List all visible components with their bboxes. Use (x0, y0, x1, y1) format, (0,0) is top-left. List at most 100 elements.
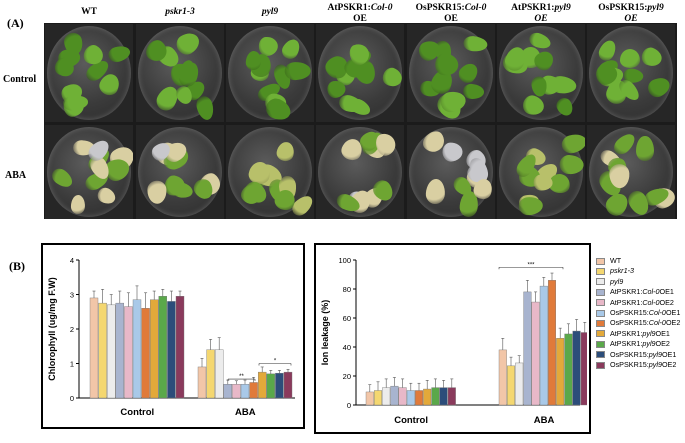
significance-label: ** (239, 374, 244, 380)
bar (498, 349, 507, 406)
y-tick-label: 60 (343, 314, 351, 323)
bar (382, 387, 391, 406)
legend-label: OE1 (665, 307, 681, 317)
bar (124, 306, 133, 399)
row-label-control: Control (3, 74, 37, 85)
y-tick-label: 4 (70, 256, 74, 265)
bar (283, 371, 293, 399)
legend-swatch (596, 330, 605, 338)
bar (257, 371, 267, 399)
column-heading: OsPSKR15:pyl9 OE (586, 3, 676, 25)
legend-label: AtPSKR1: (610, 287, 643, 297)
aba-plate-photo (45, 125, 133, 219)
bar (197, 366, 207, 399)
bar (506, 365, 515, 406)
bar (580, 332, 587, 406)
legend-item: AtPSKR1: pyl9 OE1 (596, 329, 680, 339)
legend-swatch (596, 340, 605, 348)
legend-swatch (596, 361, 605, 369)
bar (398, 387, 407, 406)
bar (539, 285, 548, 406)
column-heading-genotype: pyl9 (554, 3, 571, 13)
legend-item: OsPSKR15: Col-0 OE2 (596, 318, 680, 328)
y-tick-label: 40 (343, 343, 351, 352)
bar (390, 385, 399, 406)
bar (556, 338, 565, 406)
y-tick-label: 100 (338, 256, 351, 265)
bar (523, 291, 532, 406)
bar (223, 383, 233, 399)
significance-label: *** (527, 262, 535, 268)
control-plate-photo (587, 24, 675, 122)
bar (240, 383, 250, 399)
bar (141, 308, 150, 399)
control-plate-photo (316, 24, 404, 122)
bar (406, 390, 415, 406)
aba-plate-photo (136, 125, 224, 219)
column-heading-line1: WT (81, 7, 97, 17)
panel-a-label: (A) (7, 16, 24, 30)
bar (158, 296, 168, 399)
column-heading: WT (44, 7, 134, 18)
legend-item: AtPSKR1: Col-0 OE2 (596, 298, 680, 308)
legend-swatch (596, 288, 605, 296)
legend-label: OE2 (659, 297, 674, 307)
bar (115, 302, 125, 399)
legend-label: OsPSKR15: (610, 349, 649, 359)
bar (149, 299, 159, 399)
bar (132, 299, 142, 399)
legend-label: Col-0 (642, 287, 660, 297)
control-plate-photo (407, 24, 495, 122)
legend-swatch (596, 268, 605, 276)
legend-swatch (596, 299, 605, 307)
legend-item: OsPSKR15: pyl9 OE1 (596, 350, 680, 360)
y-tick-label: 20 (343, 372, 351, 381)
column-heading: AtPSKR1:pyl9 OE (496, 3, 586, 25)
column-heading-genotype: Col-0 (370, 3, 393, 13)
legend-label: OE1 (659, 287, 674, 297)
column-heading-line2: OE (624, 14, 638, 24)
column-heading: pskr1-3 (135, 7, 225, 18)
aba-plate-photo (587, 125, 675, 219)
legend-label: AtPSKR1: (610, 328, 643, 338)
column-heading-line2: OE (534, 14, 548, 24)
y-axis-label: Chlorophyll (ug/mg F.W) (47, 277, 57, 380)
y-tick-label: 0 (347, 401, 351, 410)
legend-label: AtPSKR1: (610, 339, 643, 349)
bar (531, 301, 540, 406)
column-heading-line1: OsPSKR15: (598, 3, 648, 13)
column-heading: pyl9 (225, 7, 315, 18)
legend-swatch (596, 320, 605, 328)
legend-item: WT (596, 256, 680, 266)
bar (266, 373, 276, 399)
bar (167, 301, 176, 399)
bar (431, 387, 440, 406)
control-plate-photo (497, 24, 585, 122)
column-heading: AtPSKR1:Col-0 OE (315, 3, 405, 25)
bar (89, 297, 99, 399)
legend-label: Col-0 (648, 307, 666, 317)
bar (214, 349, 224, 399)
category-label: ABA (235, 407, 256, 418)
control-plate-photo (136, 24, 224, 122)
bar (447, 387, 456, 406)
bar (98, 302, 107, 399)
aba-plate-photo (407, 125, 495, 219)
control-plate-photo (45, 24, 133, 122)
y-tick-label: 3 (70, 291, 74, 300)
legend-item: AtPSKR1: Col-0 OE1 (596, 287, 680, 297)
legend-label: OE1 (661, 349, 677, 359)
bar (547, 280, 556, 406)
y-tick-label: 80 (343, 285, 351, 294)
control-plate-photo (226, 24, 314, 122)
bar (414, 390, 423, 406)
legend-label: OE2 (661, 359, 677, 369)
y-tick-label: 0 (70, 394, 74, 403)
bar (515, 362, 524, 406)
leaf (635, 135, 654, 162)
legend-label: Col-0 (648, 318, 666, 328)
legend-label: pyl9 (610, 276, 624, 286)
legend-label: WT (610, 256, 622, 265)
row-label-aba: ABA (5, 170, 27, 181)
